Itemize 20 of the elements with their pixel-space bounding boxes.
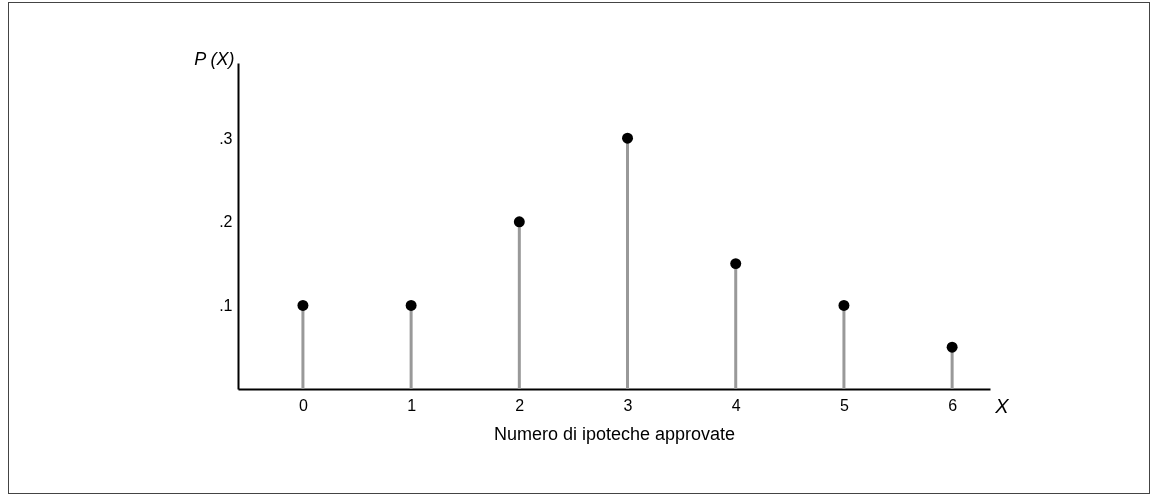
- point: [405, 299, 417, 311]
- point: [838, 299, 850, 311]
- point: [730, 258, 742, 270]
- text: X: [994, 395, 1010, 417]
- x-tick-label: 6: [948, 396, 958, 414]
- x-tick-label: 3: [623, 396, 633, 414]
- point: [622, 132, 633, 144]
- point: [297, 299, 309, 311]
- x-tick-label: 1: [407, 396, 417, 414]
- y-tick-label: .1: [219, 296, 233, 314]
- y-axis-title: P (X): [194, 48, 235, 69]
- x-tick-label: 5: [839, 396, 849, 414]
- x-axis-title: Numero di ipoteche approvate: [493, 423, 736, 444]
- x-tick-label: 0: [298, 396, 308, 414]
- y-tick-label: .2: [219, 213, 233, 231]
- point: [946, 341, 958, 353]
- y-tick-label: .3: [219, 129, 233, 147]
- x-tick-label: 4: [731, 396, 741, 414]
- x-tick-label: 2: [515, 396, 525, 414]
- point: [513, 216, 525, 228]
